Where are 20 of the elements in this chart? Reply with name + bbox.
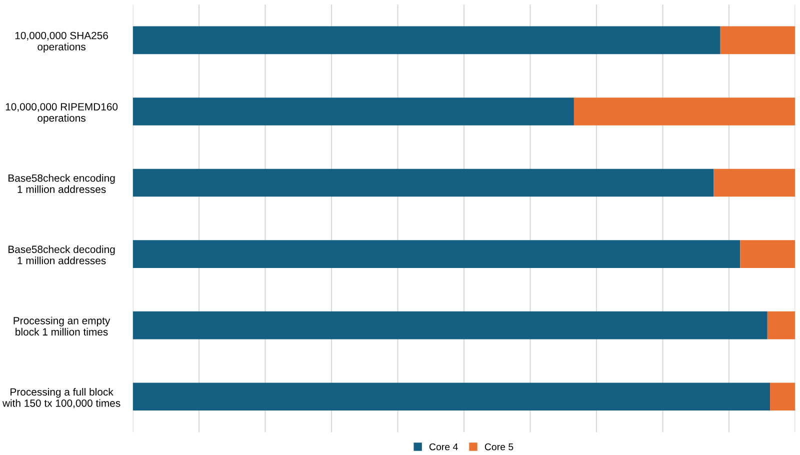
bar <box>132 240 740 268</box>
bar <box>767 311 796 340</box>
bar <box>574 98 796 126</box>
legend-label: Core 4 <box>429 443 458 450</box>
y-tick-label: 10,000,000 RIPEMD160 operations <box>6 103 118 124</box>
bar <box>740 240 796 268</box>
bar <box>132 382 770 411</box>
bar <box>132 26 720 54</box>
bar <box>720 26 796 54</box>
bar <box>132 168 714 197</box>
bar <box>132 98 574 126</box>
legend-label: Core 5 <box>484 443 514 450</box>
y-tick-label: Processing a full block with 150 tx 100,000 times <box>2 388 120 408</box>
bar <box>770 382 796 411</box>
y-tick-label: Processing an empty block 1 million times <box>14 316 110 336</box>
bar <box>132 311 768 340</box>
bar <box>714 168 796 197</box>
y-tick-label: Base58check decoding 1 million addresses <box>8 245 115 264</box>
y-tick-label: 10,000,000 SHA256 operations <box>15 32 108 52</box>
y-tick-label: Base58check encoding 1 million addresses <box>8 174 115 193</box>
